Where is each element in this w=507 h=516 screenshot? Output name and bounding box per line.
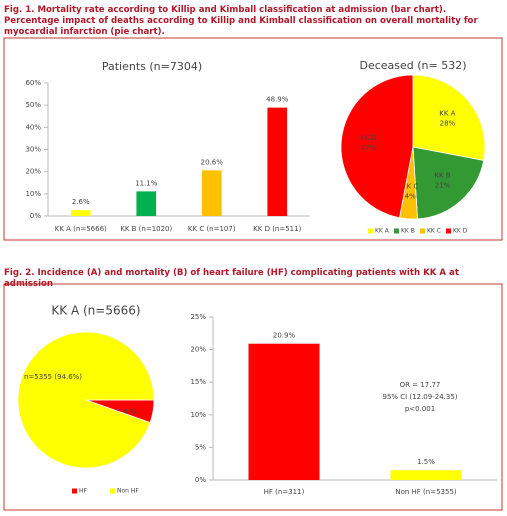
caption: Fig. 2. Incidence (A) and mortality (B) … <box>4 268 459 289</box>
value-label: 11.1% <box>135 179 158 187</box>
slice-label: KK B <box>434 171 450 179</box>
legend-label: KK A <box>375 228 390 235</box>
pie-slice <box>412 146 485 220</box>
legend-label: KK B <box>401 228 415 235</box>
x-tick-label: KK B (n=1020) <box>120 225 172 233</box>
legend-swatch <box>72 488 77 494</box>
figure-frame <box>3 283 503 511</box>
bar <box>70 210 91 216</box>
y-tick-label: 5% <box>195 443 206 451</box>
y-tick-label: 10% <box>190 411 206 419</box>
bar <box>390 470 462 480</box>
value-label: 1.5% <box>417 458 435 466</box>
y-tick-label: 60% <box>25 79 41 87</box>
x-tick-label: KK A (n=5666) <box>55 225 107 233</box>
legend-label: KK C <box>427 228 441 235</box>
y-tick-label: 0% <box>195 476 206 484</box>
x-tick-label: KK D (n=511) <box>253 225 301 233</box>
slice-label: KK C <box>402 183 418 191</box>
y-tick-label: 15% <box>190 378 206 386</box>
chart-title: Patients (n=7304) <box>102 60 202 73</box>
chart-title: Deceased (n= 532) <box>359 59 466 72</box>
y-tick-label: 0% <box>30 212 41 220</box>
slice-value: n=5355 (94.6%) <box>24 373 82 381</box>
y-tick-label: 20% <box>25 168 41 176</box>
pie-slice <box>412 74 486 161</box>
slice-value: 21% <box>435 181 451 189</box>
legend-swatch <box>368 228 373 234</box>
legend-swatch <box>394 228 399 234</box>
y-tick-label: 50% <box>25 101 41 109</box>
legend-swatch <box>110 488 115 494</box>
slice-label: KK A <box>439 110 455 118</box>
slice-value: 28% <box>440 120 456 128</box>
x-tick-label: Non HF (n=5355) <box>395 488 457 496</box>
caption: Fig. 1. Mortality rate according to Kill… <box>4 5 478 37</box>
y-tick-label: 20% <box>190 346 206 354</box>
annotation: p<0.001 <box>405 405 435 413</box>
slice-value: 4% <box>405 193 416 201</box>
x-tick-label: HF (n=311) <box>264 488 305 496</box>
y-tick-label: 30% <box>25 146 41 154</box>
legend-label: Non HF <box>117 488 139 495</box>
figure-frame <box>3 37 503 241</box>
value-label: 48.9% <box>266 96 289 104</box>
legend-swatch <box>446 228 451 234</box>
annotation: OR = 17.77 <box>400 381 441 389</box>
y-tick-label: 10% <box>25 190 41 198</box>
bar <box>248 343 320 480</box>
bar <box>136 191 157 216</box>
chart-title: KK A (n=5666) <box>51 304 140 318</box>
annotation: 95% CI (12.09-24.35) <box>382 393 457 401</box>
legend-swatch <box>420 228 425 234</box>
value-label: 20.9% <box>273 332 296 340</box>
slice-value: 47% <box>361 144 377 152</box>
y-tick-label: 40% <box>25 123 41 131</box>
slice-label: KK D <box>360 134 377 142</box>
bar <box>267 107 288 216</box>
bar <box>201 170 222 216</box>
pie-slice <box>17 331 155 469</box>
x-tick-label: KK C (n=107) <box>188 225 236 233</box>
value-label: 20.6% <box>201 158 224 166</box>
legend-label: HF <box>79 488 88 495</box>
pie-slice <box>340 74 414 219</box>
value-label: 2.6% <box>72 198 90 206</box>
legend-label: KK D <box>453 228 468 235</box>
y-tick-label: 25% <box>190 313 206 321</box>
